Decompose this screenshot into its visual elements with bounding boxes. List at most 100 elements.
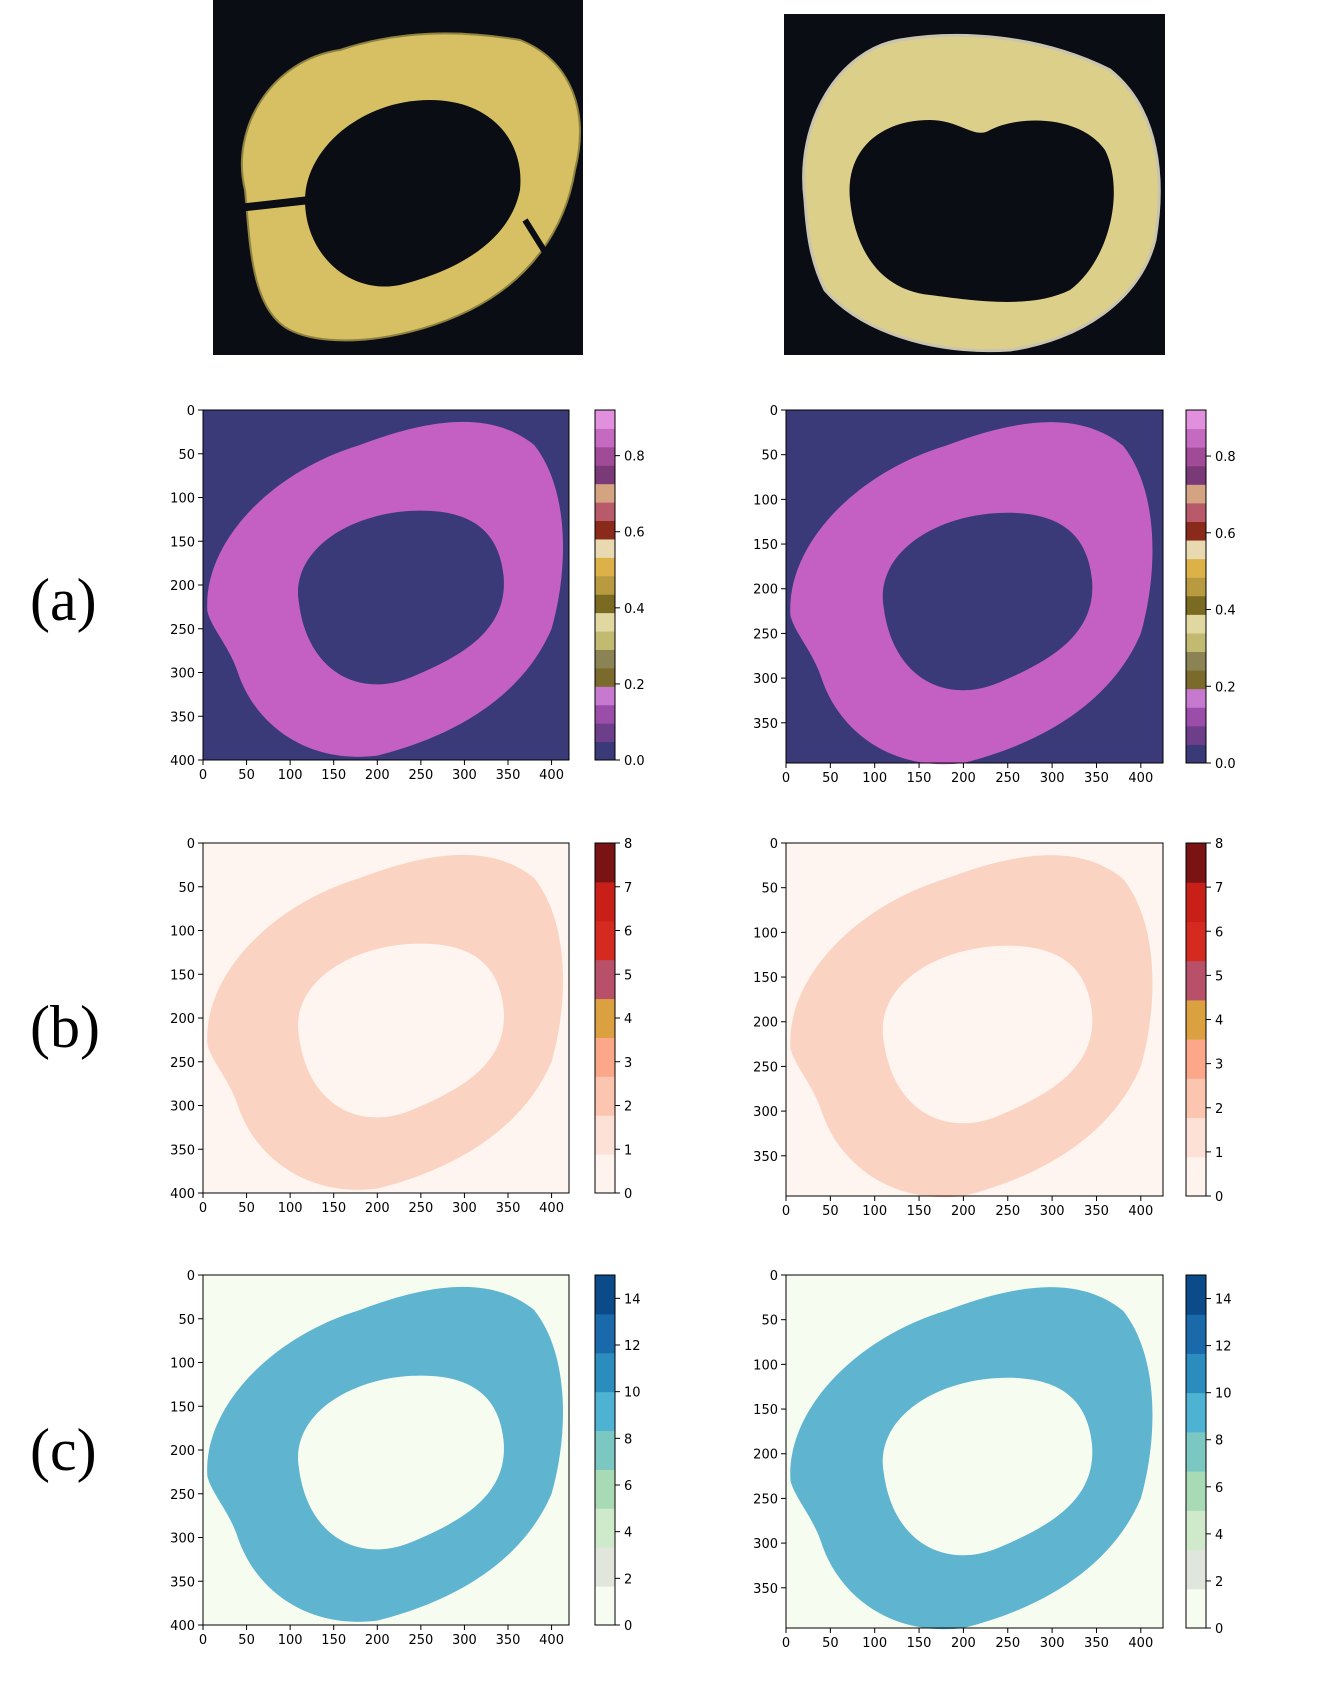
y-tick-label: 0 [770, 837, 778, 852]
row-label-c: (c) [30, 1417, 97, 1483]
x-tick-label: 0 [782, 1204, 790, 1219]
x-tick-label: 0 [199, 1633, 207, 1648]
colorbar-segment [595, 741, 615, 761]
colorbar-segment [1186, 744, 1206, 764]
y-tick-label: 0 [187, 1269, 195, 1284]
colorbar-tick-label: 6 [624, 1479, 632, 1494]
y-tick-label: 200 [753, 1448, 778, 1463]
x-tick-label: 0 [782, 1636, 790, 1651]
colorbar-segment [595, 998, 615, 1038]
x-tick-label: 150 [321, 768, 346, 783]
x-tick-label: 0 [199, 768, 207, 783]
colorbar-segment [1186, 540, 1206, 560]
y-tick-label: 350 [753, 1582, 778, 1597]
colorbar-tick-label: 0 [1215, 1190, 1223, 1205]
plot-frame [785, 842, 1164, 1197]
x-tick-label: 100 [278, 1633, 303, 1648]
x-tick-label: 400 [539, 1201, 564, 1216]
x-tick-label: 50 [238, 1633, 255, 1648]
colorbar-segment [1186, 725, 1206, 745]
colorbar-segment [595, 428, 615, 448]
y-tick-label: 300 [753, 672, 778, 687]
x-tick-label: 300 [452, 1633, 477, 1648]
y-tick-label: 350 [170, 1575, 195, 1590]
colorbar-segment [1186, 670, 1206, 690]
row-labels: (a) (b) (c) [30, 567, 100, 1483]
colorbar-segment [595, 1586, 615, 1626]
y-tick-label: 100 [170, 1357, 195, 1372]
y-tick-label: 350 [170, 710, 195, 725]
x-tick-label: 100 [862, 771, 887, 786]
colorbar-tick-label: 12 [624, 1339, 641, 1354]
x-tick-label: 250 [995, 1636, 1020, 1651]
colorbar-tick-label: 0 [624, 1187, 632, 1202]
colorbar-tick-label: 8 [624, 1432, 632, 1447]
colorbar-segment [1186, 447, 1206, 467]
colorbar-segment [595, 686, 615, 706]
x-tick-label: 50 [822, 771, 839, 786]
colorbar-segment [595, 483, 615, 503]
y-tick-label: 150 [753, 538, 778, 553]
y-tick-label: 0 [770, 1269, 778, 1284]
row-label-a: (a) [30, 567, 97, 633]
x-tick-label: 150 [321, 1633, 346, 1648]
colorbar-tick-label: 8 [1215, 837, 1223, 852]
colorbar-tick-label: 1 [624, 1143, 632, 1158]
y-tick-label: 250 [170, 1488, 195, 1503]
colorbar-tick-label: 4 [1215, 1528, 1223, 1543]
x-tick-label: 250 [995, 771, 1020, 786]
colorbar-segment [1186, 1549, 1206, 1590]
colorbar-segment [1186, 465, 1206, 485]
heatmap-panel-c-left: 0 50 100 150 200 250 300 350 4000501001502002503… [170, 1269, 640, 1648]
colorbar-segment [1186, 1039, 1206, 1079]
colorbar-segment [595, 959, 615, 1000]
colorbar-segment [595, 1154, 615, 1194]
hole-region [298, 943, 504, 1118]
hole-region [882, 945, 1093, 1124]
x-tick-label: 300 [1040, 1636, 1065, 1651]
x-tick-label: 100 [278, 768, 303, 783]
colorbar-segment [1186, 410, 1206, 430]
x-tick-label: 150 [907, 771, 932, 786]
colorbar-tick-label: 8 [624, 837, 632, 852]
y-tick-label: 0 [187, 837, 195, 852]
x-tick-label: 50 [822, 1204, 839, 1219]
y-tick-label: 50 [761, 449, 778, 464]
colorbar-segment [1186, 651, 1206, 671]
colorbar-tick-label: 6 [1215, 1481, 1223, 1496]
hole-region [882, 512, 1093, 691]
colorbar-segment [595, 1469, 615, 1509]
colorbar-segment [595, 1547, 615, 1587]
colorbar-tick-label: 5 [624, 968, 632, 983]
x-tick-label: 200 [365, 1201, 390, 1216]
colorbar-segment [1186, 843, 1206, 883]
colorbar-tick-label: 0.2 [624, 678, 645, 693]
x-tick-label: 250 [408, 1633, 433, 1648]
x-tick-label: 50 [238, 768, 255, 783]
y-tick-label: 200 [170, 579, 195, 594]
x-tick-label: 100 [278, 1201, 303, 1216]
x-tick-label: 200 [951, 1636, 976, 1651]
colorbar-segment [1186, 1588, 1206, 1629]
heatmap-panel-a-right: 0 50 100 150 200 250 300 350 400 0 50 100 150 200 250 3… [753, 404, 1236, 786]
colorbar-segment [595, 881, 615, 922]
y-tick-label: 100 [753, 1358, 778, 1373]
colorbar-segment [1186, 1156, 1206, 1197]
x-tick-label: 50 [822, 1636, 839, 1651]
x-tick-label: 350 [496, 1201, 521, 1216]
heatmap-panel-b-right: 0 50 100 150 200 250 300 350 4000501001502002503… [753, 837, 1223, 1219]
colorbar-segment [595, 1037, 615, 1077]
x-tick-label: 350 [496, 1633, 521, 1648]
y-tick-label: 100 [753, 926, 778, 941]
y-tick-label: 50 [178, 881, 195, 896]
colorbar-frame [1185, 1274, 1207, 1629]
colorbar-segment [595, 575, 615, 595]
colorbar-segment [595, 1076, 615, 1116]
colorbar-segment [595, 557, 615, 577]
colorbar-segment [595, 410, 615, 429]
x-tick-label: 0 [199, 1201, 207, 1216]
x-tick-label: 200 [951, 1204, 976, 1219]
colorbar-tick-label: 0.4 [1215, 604, 1236, 619]
colorbar-segment [595, 649, 615, 669]
colorbar-segment [1186, 1392, 1206, 1433]
